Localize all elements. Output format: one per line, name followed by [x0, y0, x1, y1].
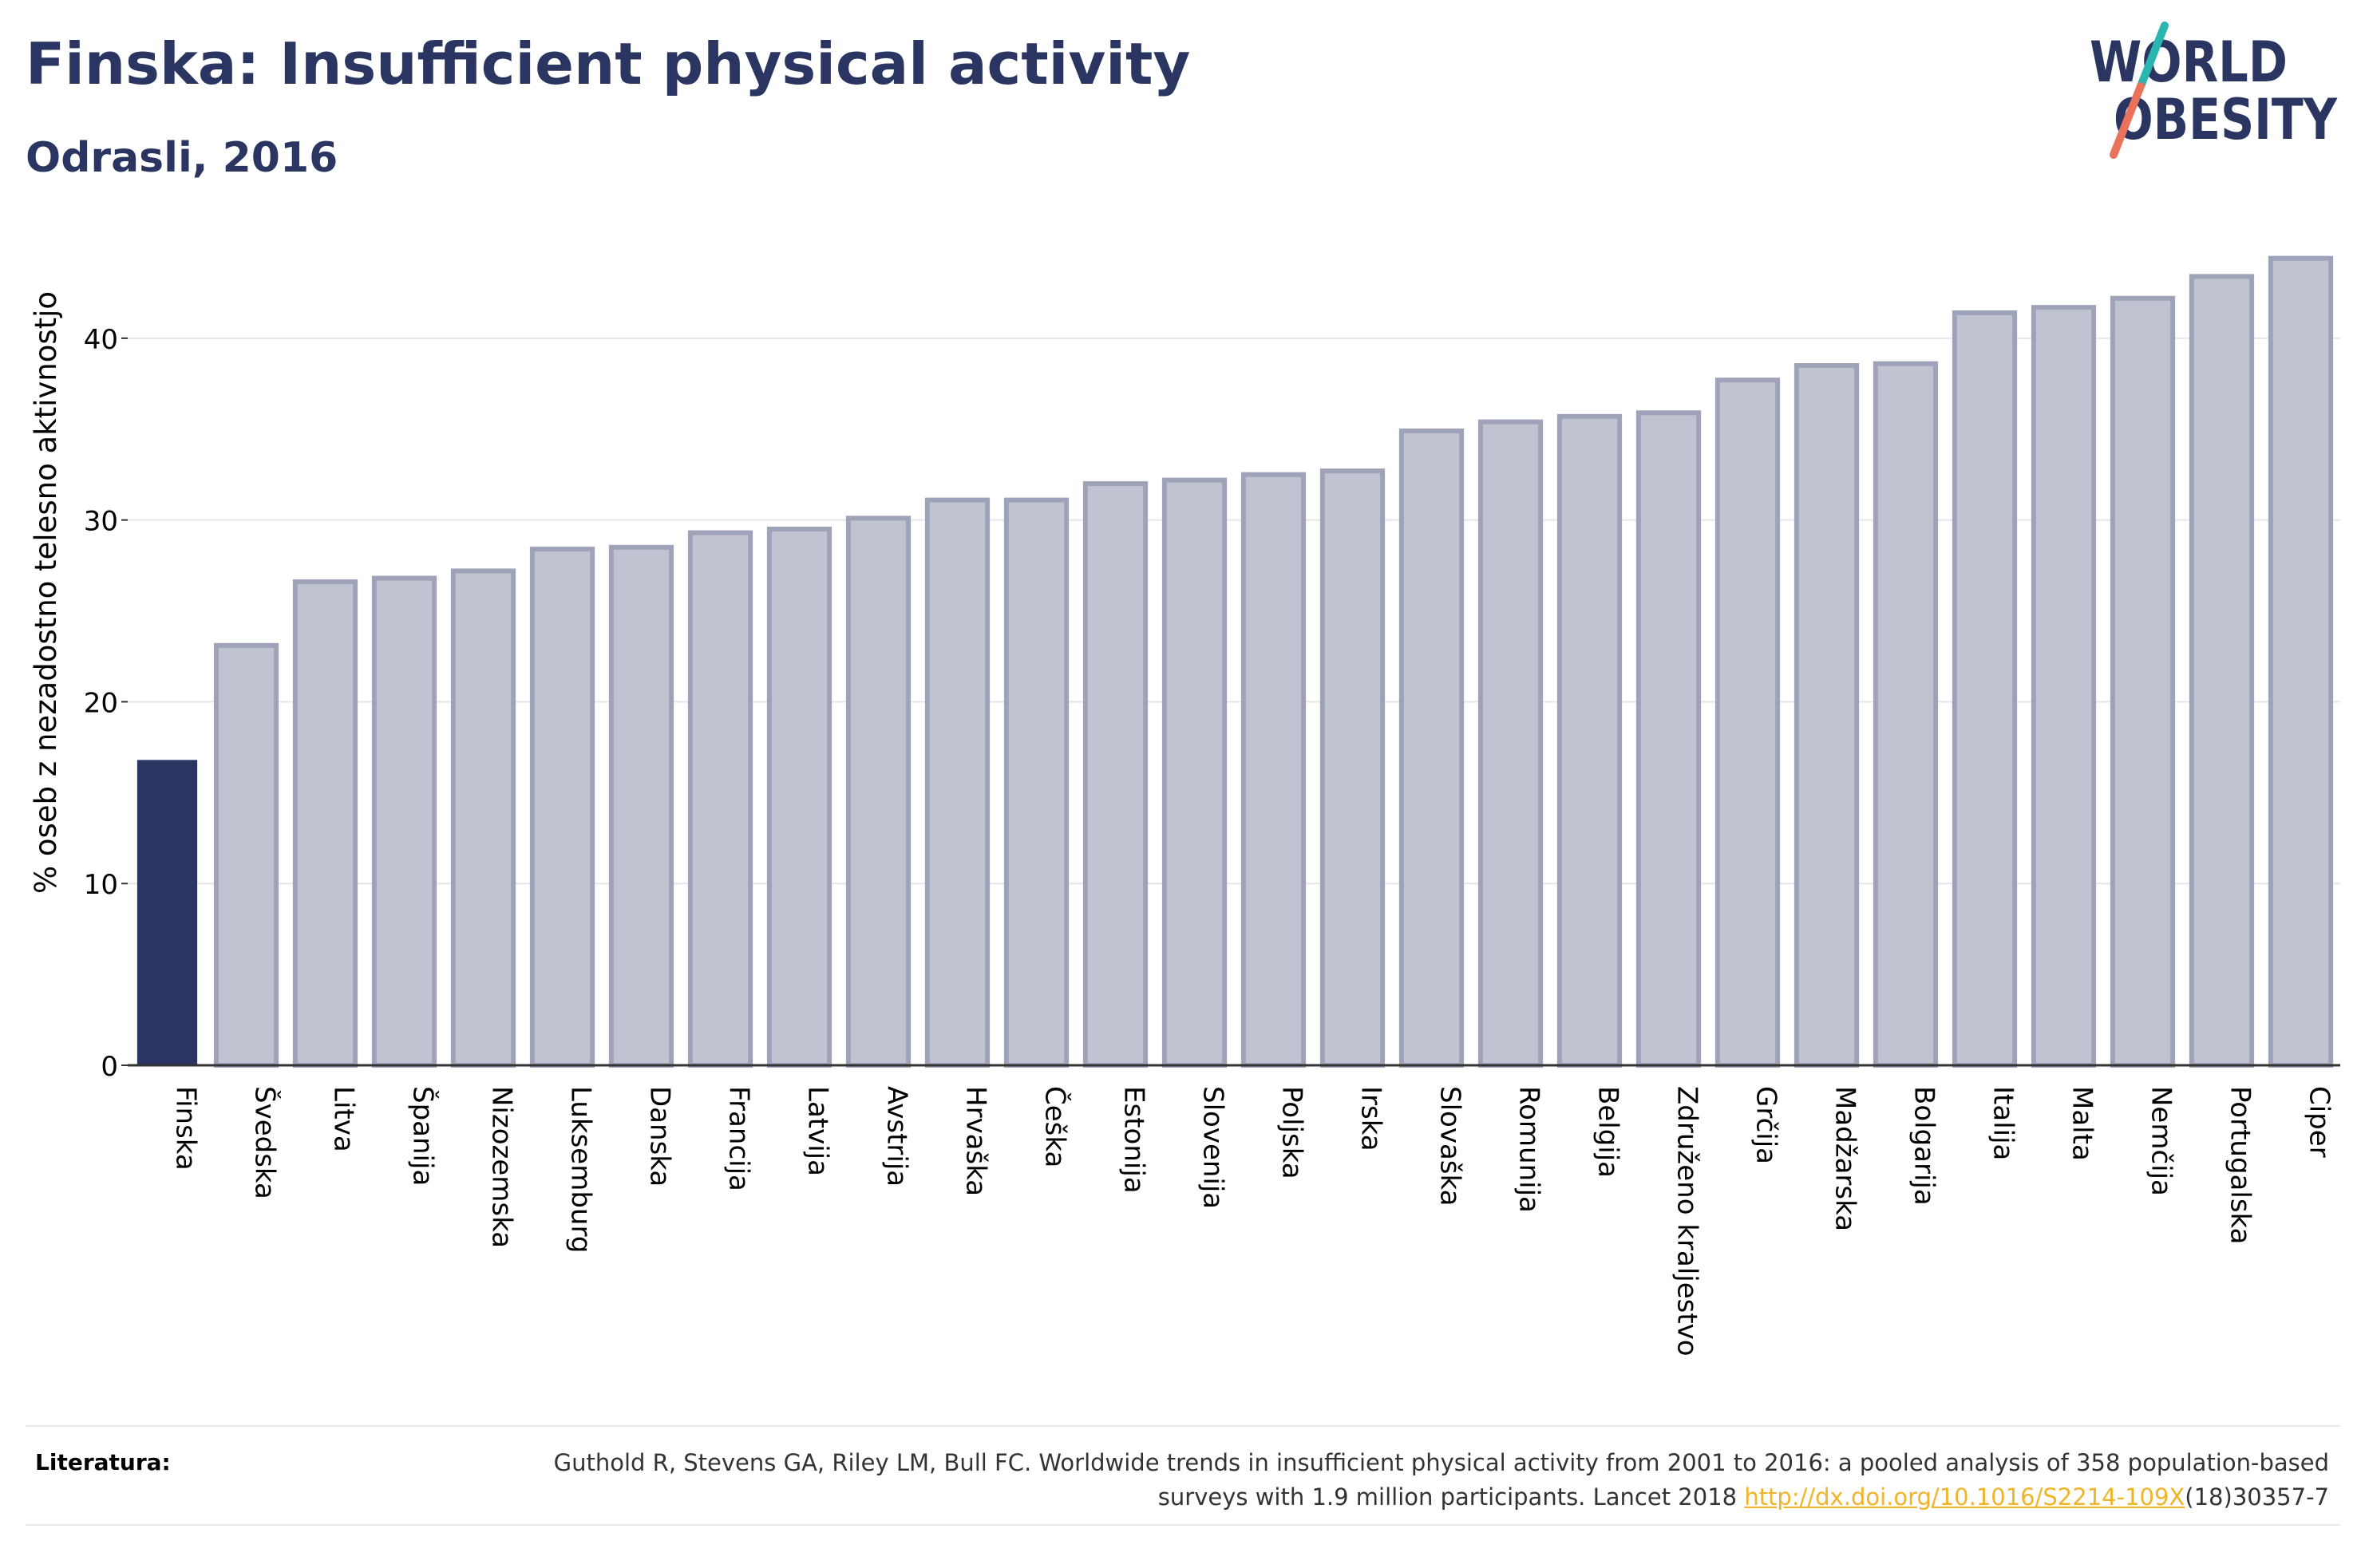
x-tick-labels: Finska Švedska Litva Španija Nizozemska Lukse…: [170, 1086, 2335, 1357]
world-obesity-logo: WORLD OBESITY: [2090, 22, 2338, 159]
x-tick-label: Hrvaška: [960, 1086, 992, 1196]
bar: [687, 530, 753, 1068]
bar: [371, 575, 437, 1068]
x-tick-label: Slovenija: [1197, 1086, 1229, 1209]
bar: [1161, 477, 1228, 1068]
bar: [1003, 497, 1070, 1068]
x-tick-label: Češka: [1039, 1086, 1072, 1167]
x-tick-label: Poljska: [1276, 1086, 1308, 1179]
x-tick-label: Luksemburg: [565, 1086, 597, 1253]
x-tick-label: Združeno kraljestvo: [1671, 1086, 1703, 1357]
footer-label: Literatura:: [35, 1449, 171, 1475]
logo-word-obesity: OBESITY: [2114, 87, 2338, 152]
bar: [608, 544, 674, 1068]
x-tick-label: Irska: [1355, 1086, 1387, 1151]
x-tick-label: Finska: [170, 1086, 202, 1171]
x-tick-label: Estonija: [1118, 1086, 1150, 1194]
x-tick-label: Belgija: [1592, 1086, 1624, 1178]
x-tick-label: Madžarska: [1829, 1086, 1861, 1231]
bar: [450, 568, 516, 1068]
x-tick-label: Nemčija: [2145, 1086, 2177, 1196]
logo-slash-top: [2137, 22, 2169, 90]
y-tick-label: 30: [84, 506, 118, 538]
x-tick-label: Portugalska: [2225, 1086, 2256, 1244]
citation-link[interactable]: http://dx.doi.org/10.1016/S2214-109X: [1744, 1483, 2185, 1511]
bar: [1240, 472, 1307, 1068]
x-tick-label: Nizozemska: [486, 1086, 518, 1248]
bar: [924, 497, 991, 1068]
y-axis-label: % oseb z nezadostno telesno aktivnostjo: [29, 291, 63, 894]
x-tick-label: Avstrija: [881, 1086, 913, 1187]
bar: [1793, 363, 1860, 1068]
x-tick-label: Latvija: [802, 1086, 834, 1176]
bar: [292, 579, 358, 1068]
bar: [2110, 295, 2176, 1068]
x-tick-label: Danska: [644, 1086, 676, 1187]
y-tick-label: 10: [84, 869, 118, 901]
x-tick-label: Italija: [1987, 1086, 2019, 1160]
x-tick-label: Španija: [407, 1086, 440, 1186]
x-tick-label: Grčija: [1750, 1086, 1782, 1164]
x-tick-label: Švedska: [249, 1086, 282, 1199]
bar: [1952, 310, 2018, 1068]
logo-word-world: WORLD: [2090, 30, 2288, 95]
bar: [1635, 410, 1702, 1068]
y-tick-labels: 0 10 20 30 40: [84, 324, 118, 1083]
bar: [2189, 274, 2255, 1068]
citation: Guthold R, Stevens GA, Riley LM, Bull FC…: [493, 1446, 2329, 1515]
y-tick-label: 0: [101, 1051, 118, 1083]
y-tick-label: 20: [84, 687, 118, 719]
bar: [766, 527, 832, 1068]
x-tick-label: Litva: [328, 1086, 360, 1152]
x-tick-label: Slovaška: [1434, 1086, 1466, 1206]
chart-title: Finska: Insufficient physical activity: [26, 30, 1191, 97]
bar: [1477, 419, 1544, 1068]
bar: [2268, 255, 2334, 1068]
bar: [2031, 305, 2097, 1068]
x-tick-label: Romunija: [1513, 1086, 1545, 1213]
y-tick-label: 40: [84, 324, 118, 356]
x-tick-label: Francija: [723, 1086, 755, 1191]
bar: [1873, 361, 1939, 1068]
bar: [529, 547, 595, 1068]
bar: [845, 515, 912, 1068]
x-tick-label: Bolgarija: [1908, 1086, 1940, 1206]
citation-text-end: (18)30357-7: [2185, 1483, 2329, 1511]
bar: [1319, 468, 1386, 1068]
x-tick-label: Ciper: [2304, 1086, 2335, 1158]
bar: [1082, 481, 1149, 1068]
footer-divider-top: [26, 1425, 2340, 1427]
bar: [1556, 413, 1623, 1068]
chart-subtitle: Odrasli, 2016: [26, 134, 338, 182]
bars: [136, 255, 2334, 1068]
axes: [121, 337, 2340, 1067]
bar: [213, 642, 279, 1068]
citation-text: Guthold R, Stevens GA, Riley LM, Bull FC…: [553, 1449, 2329, 1511]
x-tick-label: Malta: [2066, 1086, 2098, 1161]
bar: [1398, 429, 1465, 1068]
footer-divider-bottom: [26, 1524, 2340, 1526]
logo-slash-bottom: [2110, 82, 2145, 159]
bar: [1714, 377, 1781, 1068]
bar-highlight: [136, 760, 198, 1065]
